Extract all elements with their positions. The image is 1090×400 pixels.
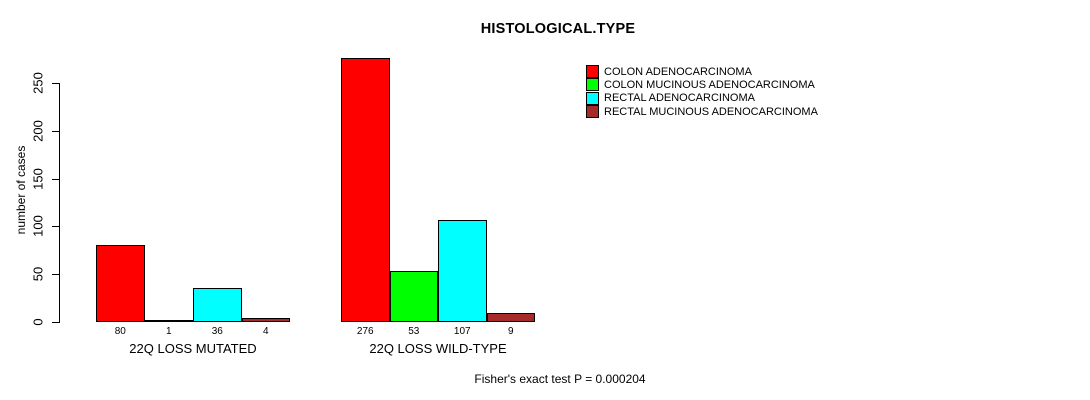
y-tick-label: 0: [30, 318, 46, 326]
bar-value-label: 9: [507, 326, 514, 337]
legend-item: RECTAL ADENOCARCINOMA: [586, 91, 818, 105]
bar-value-label: 4: [262, 326, 269, 337]
group-label: 22Q LOSS WILD-TYPE: [369, 341, 507, 356]
y-tick: [52, 322, 59, 323]
legend: COLON ADENOCARCINOMA COLON MUCINOUS ADENO…: [586, 65, 818, 119]
y-tick: [52, 274, 59, 276]
bar: [486, 313, 535, 322]
y-tick: [52, 82, 59, 84]
legend-swatch: [586, 65, 599, 79]
y-axis-line: [59, 82, 60, 323]
bar: [438, 219, 487, 322]
legend-label: RECTAL MUCINOUS ADENOCARCINOMA: [604, 105, 818, 118]
legend-item: COLON ADENOCARCINOMA: [586, 65, 818, 79]
y-tick-label: 150: [30, 167, 46, 190]
legend-swatch: [586, 105, 599, 119]
bar-value-label: 1: [165, 326, 172, 337]
legend-label: COLON ADENOCARCINOMA: [604, 65, 752, 78]
legend-swatch: [586, 91, 599, 105]
bar-value-label: 53: [408, 326, 420, 337]
y-tick-label: 200: [30, 119, 46, 142]
y-tick: [52, 178, 59, 180]
y-tick-label: 100: [30, 215, 46, 238]
y-tick: [52, 130, 59, 132]
legend-item: RECTAL MUCINOUS ADENOCARCINOMA: [586, 105, 818, 119]
bar: [341, 58, 390, 322]
y-tick-label: 250: [30, 72, 46, 94]
bar-value-label: 107: [453, 326, 471, 337]
legend-label: COLON MUCINOUS ADENOCARCINOMA: [604, 78, 815, 91]
bar-value-label: 80: [114, 326, 126, 337]
group-label: 22Q LOSS MUTATED: [129, 341, 257, 356]
bar-value-label: 36: [211, 326, 223, 337]
bar-value-label: 276: [356, 326, 374, 337]
bar: [389, 271, 438, 322]
bar: [193, 287, 242, 322]
y-tick-label: 50: [30, 266, 46, 282]
bar: [144, 320, 193, 322]
legend-swatch: [586, 78, 599, 92]
legend-label: RECTAL ADENOCARCINOMA: [604, 92, 755, 105]
footnote: Fisher's exact test P = 0.000204: [474, 372, 646, 386]
bar: [96, 245, 145, 322]
y-axis-label: number of cases: [14, 145, 28, 235]
legend-item: COLON MUCINOUS ADENOCARCINOMA: [586, 78, 818, 92]
chart-title: HISTOLOGICAL.TYPE: [480, 21, 636, 37]
y-tick: [52, 226, 59, 228]
bar: [241, 318, 290, 322]
